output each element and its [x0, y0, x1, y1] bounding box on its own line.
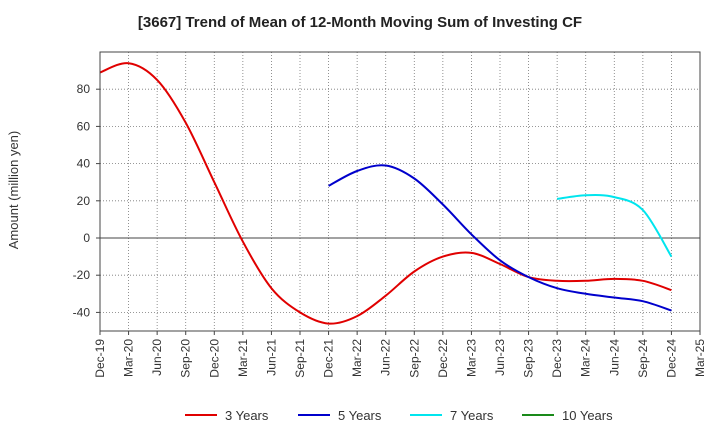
x-tick-label: Dec-24: [664, 339, 678, 378]
x-tick-label: Jun-23: [493, 339, 507, 376]
x-tick-label: Dec-22: [436, 339, 450, 378]
x-tick-label: Sep-20: [179, 339, 193, 378]
x-tick-label: Mar-24: [579, 339, 593, 377]
plot-area: [100, 52, 700, 331]
x-tick-label: Mar-21: [236, 339, 250, 377]
y-tick-label: 40: [77, 157, 91, 171]
series-line-5-years: [328, 164, 672, 312]
chart-title: [3667] Trend of Mean of 12-Month Moving …: [137, 14, 583, 31]
series-lines: [99, 62, 673, 325]
grid: [100, 52, 700, 331]
series-line-7-years: [556, 194, 673, 258]
x-tick-label: Mar-23: [464, 339, 478, 377]
x-tick-label: Sep-22: [407, 339, 421, 378]
x-tick-label: Sep-21: [293, 339, 307, 378]
legend-label-3-years: 3 Years: [225, 408, 269, 423]
y-tick-label: 20: [77, 194, 91, 208]
x-tick-label: Dec-20: [207, 339, 221, 378]
y-tick-label: -20: [73, 268, 91, 282]
legend-label-7-years: 7 Years: [450, 408, 494, 423]
plot-frame: [99, 51, 701, 332]
series-line-3-years: [99, 62, 672, 325]
x-tick-label: Dec-23: [550, 339, 564, 378]
y-axis-label: Amount (million yen): [6, 131, 21, 250]
x-tick-label: Mar-20: [122, 339, 136, 377]
x-tick-label: Jun-22: [379, 339, 393, 376]
x-tick-label: Mar-22: [350, 339, 364, 377]
x-tick-label: Mar-25: [693, 339, 707, 377]
x-tick-label: Dec-21: [322, 339, 336, 378]
plot-background: [100, 52, 700, 331]
legend-label-10-years: 10 Years: [562, 408, 613, 423]
legend-label-5-years: 5 Years: [338, 408, 382, 423]
y-tick-label: -40: [73, 305, 91, 319]
x-tick-label: Jun-24: [607, 339, 621, 376]
y-tick-label: 80: [77, 82, 91, 96]
x-tick-label: Jun-20: [150, 339, 164, 376]
y-tick-label: 60: [77, 119, 91, 133]
x-tick-label: Sep-23: [522, 339, 536, 378]
x-tick-label: Sep-24: [636, 339, 650, 378]
axes: -40 -20 0 20 40 60 80 Dec-19 Mar-20 Jun-20 Sep-20 D…: [73, 51, 707, 378]
y-tick-label: 0: [83, 231, 90, 245]
x-tick-label: Dec-19: [93, 339, 107, 378]
legend: 3 Years 5 Years 7 Years 10 Years: [185, 408, 613, 423]
x-tick-label: Jun-21: [264, 339, 278, 376]
